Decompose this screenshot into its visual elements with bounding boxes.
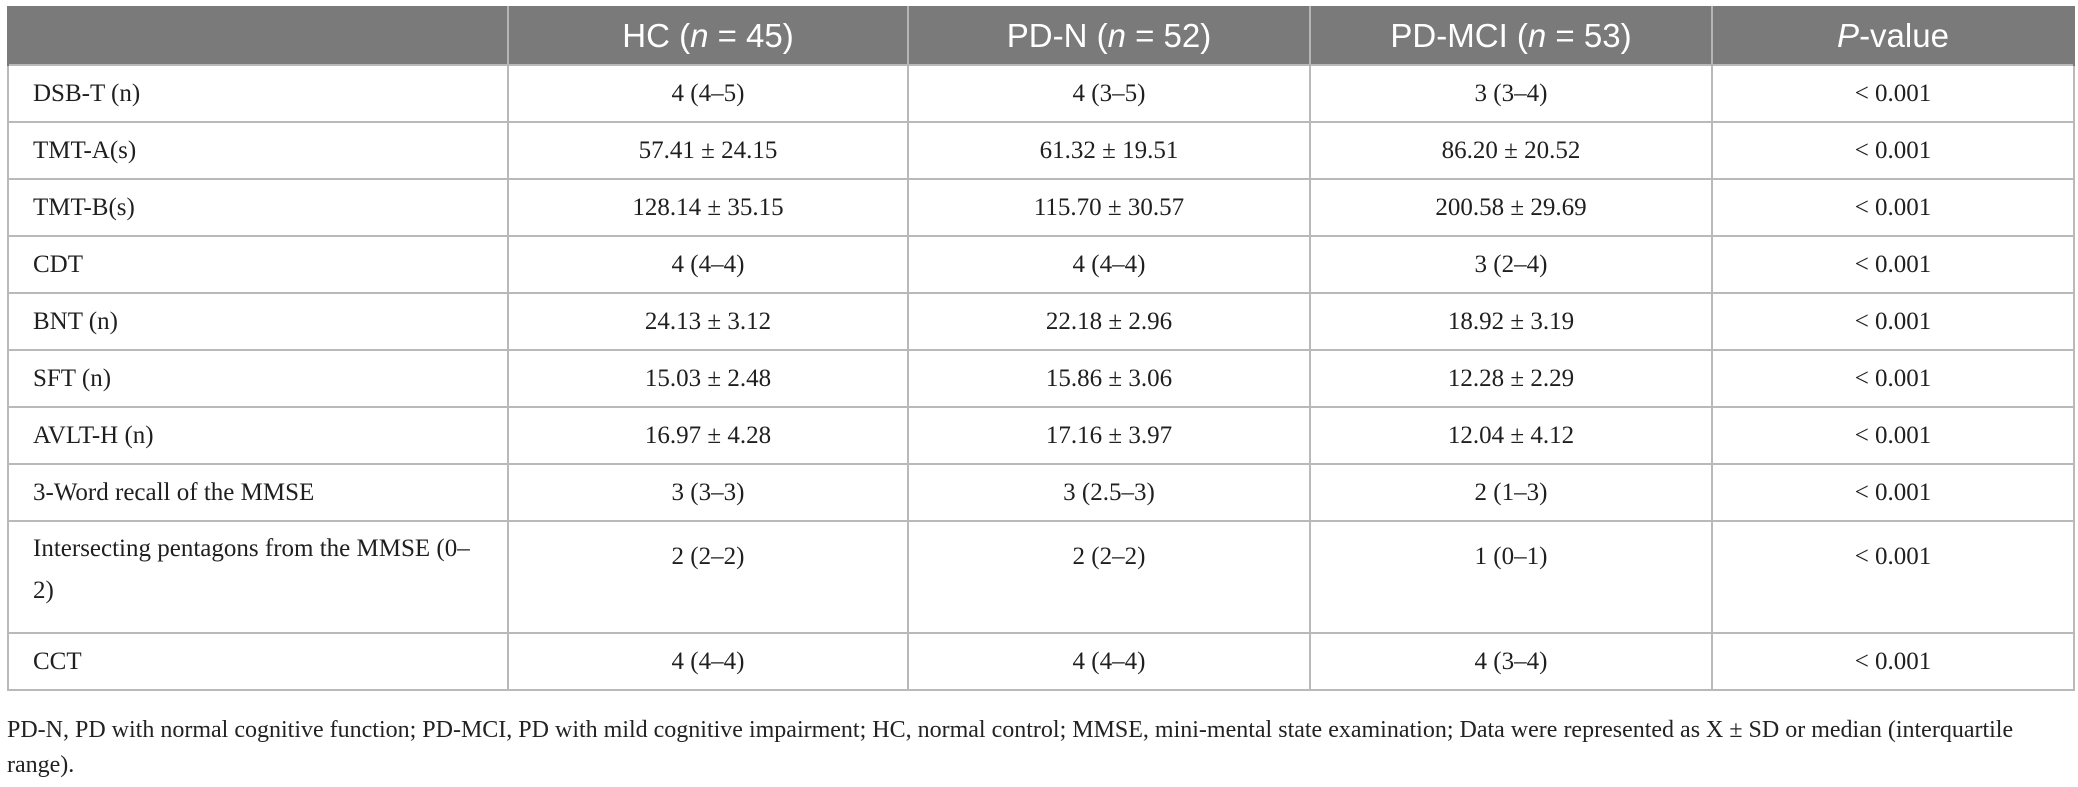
cell-pdmci: 4 (3–4) bbox=[1309, 632, 1713, 691]
table-row: CCT 4 (4–4) 4 (4–4) 4 (3–4) < 0.001 bbox=[7, 632, 2075, 691]
cell-pdn: 61.32 ± 19.51 bbox=[907, 121, 1311, 180]
cell-pvalue: < 0.001 bbox=[1711, 406, 2075, 465]
table-row: BNT (n) 24.13 ± 3.12 22.18 ± 2.96 18.92 ± 3… bbox=[7, 292, 2075, 351]
table-header: HC (n = 45) PD-N (n = 52) PD-MCI (n = 53… bbox=[7, 6, 2075, 65]
cell-pvalue: < 0.001 bbox=[1711, 121, 2075, 180]
cell-pdmci: 3 (2–4) bbox=[1309, 235, 1713, 294]
row-label: AVLT-H (n) bbox=[7, 406, 509, 465]
cell-hc: 15.03 ± 2.48 bbox=[507, 349, 909, 408]
cell-pvalue: < 0.001 bbox=[1711, 463, 2075, 522]
header-pdmci-text: PD-MCI ( bbox=[1390, 17, 1528, 54]
header-pdmci-count: = 53) bbox=[1546, 17, 1632, 54]
cell-hc: 128.14 ± 35.15 bbox=[507, 178, 909, 237]
cell-pvalue: < 0.001 bbox=[1711, 292, 2075, 351]
cell-hc: 4 (4–4) bbox=[507, 235, 909, 294]
header-cell-pdmci: PD-MCI (n = 53) bbox=[1309, 6, 1713, 65]
cell-pdn: 4 (3–5) bbox=[907, 64, 1311, 123]
row-label: TMT-B(s) bbox=[7, 178, 509, 237]
cell-hc: 2 (2–2) bbox=[507, 520, 909, 634]
header-cell-pvalue: P-value bbox=[1711, 6, 2075, 65]
table-row: CDT 4 (4–4) 4 (4–4) 3 (2–4) < 0.001 bbox=[7, 235, 2075, 294]
table-row: TMT-A(s) 57.41 ± 24.15 61.32 ± 19.51 86.20 … bbox=[7, 121, 2075, 180]
results-table-container: HC (n = 45) PD-N (n = 52) PD-MCI (n = 53… bbox=[7, 6, 2075, 691]
cell-pdn: 4 (4–4) bbox=[907, 632, 1311, 691]
header-pdn-n: n bbox=[1107, 17, 1126, 54]
cell-hc: 3 (3–3) bbox=[507, 463, 909, 522]
header-pdn-count: = 52) bbox=[1125, 17, 1212, 54]
table-row: Intersecting pentagons from the MMSE (0–… bbox=[7, 520, 2075, 634]
cell-pvalue: < 0.001 bbox=[1711, 178, 2075, 237]
cell-pdn: 17.16 ± 3.97 bbox=[907, 406, 1311, 465]
cell-hc: 16.97 ± 4.28 bbox=[507, 406, 909, 465]
table-body: DSB-T (n) 4 (4–5) 4 (3–5) 3 (3–4) < 0.001 TMT… bbox=[7, 64, 2075, 691]
table-footnote: PD-N, PD with normal cognitive function;… bbox=[7, 717, 2014, 778]
row-label: CCT bbox=[7, 632, 509, 691]
cell-pdn: 4 (4–4) bbox=[907, 235, 1311, 294]
cell-pdmci: 3 (3–4) bbox=[1309, 64, 1713, 123]
header-hc-text: HC ( bbox=[622, 17, 691, 54]
cell-pdn: 2 (2–2) bbox=[907, 520, 1311, 634]
table-row: TMT-B(s) 128.14 ± 35.15 115.70 ± 30.57 200.… bbox=[7, 178, 2075, 237]
header-cell-pdn: PD-N (n = 52) bbox=[907, 6, 1311, 65]
cell-hc: 4 (4–4) bbox=[507, 632, 909, 691]
cell-pdn: 22.18 ± 2.96 bbox=[907, 292, 1311, 351]
cell-hc: 57.41 ± 24.15 bbox=[507, 121, 909, 180]
cell-pdmci: 18.92 ± 3.19 bbox=[1309, 292, 1713, 351]
header-pvalue-text: -value bbox=[1859, 17, 1949, 54]
results-table: HC (n = 45) PD-N (n = 52) PD-MCI (n = 53… bbox=[7, 6, 2075, 691]
row-label: DSB-T (n) bbox=[7, 64, 509, 123]
cell-pvalue: < 0.001 bbox=[1711, 349, 2075, 408]
header-hc-count: = 45) bbox=[708, 17, 794, 54]
row-label: CDT bbox=[7, 235, 509, 294]
cell-pdmci: 200.58 ± 29.69 bbox=[1309, 178, 1713, 237]
table-row: AVLT-H (n) 16.97 ± 4.28 17.16 ± 3.97 12.04 … bbox=[7, 406, 2075, 465]
row-label: Intersecting pentagons from the MMSE (0–… bbox=[7, 520, 509, 634]
cell-pvalue: < 0.001 bbox=[1711, 64, 2075, 123]
cell-pdmci: 2 (1–3) bbox=[1309, 463, 1713, 522]
cell-pdmci: 1 (0–1) bbox=[1309, 520, 1713, 634]
table-row: DSB-T (n) 4 (4–5) 4 (3–5) 3 (3–4) < 0.001 bbox=[7, 64, 2075, 123]
header-pdn-text: PD-N ( bbox=[1006, 17, 1108, 54]
cell-pdn: 3 (2.5–3) bbox=[907, 463, 1311, 522]
row-label: SFT (n) bbox=[7, 349, 509, 408]
cell-pvalue: < 0.001 bbox=[1711, 235, 2075, 294]
cell-pdmci: 12.04 ± 4.12 bbox=[1309, 406, 1713, 465]
header-pdmci-n: n bbox=[1527, 17, 1547, 54]
header-hc-n: n bbox=[690, 17, 709, 54]
header-p-italic: P bbox=[1837, 17, 1860, 54]
header-cell-blank bbox=[7, 6, 509, 65]
cell-pvalue: < 0.001 bbox=[1711, 520, 2075, 634]
cell-hc: 4 (4–5) bbox=[507, 64, 909, 123]
cell-pdn: 15.86 ± 3.06 bbox=[907, 349, 1311, 408]
table-row: SFT (n) 15.03 ± 2.48 15.86 ± 3.06 12.28 ± 2… bbox=[7, 349, 2075, 408]
cell-pvalue: < 0.001 bbox=[1711, 632, 2075, 691]
cell-pdmci: 12.28 ± 2.29 bbox=[1309, 349, 1713, 408]
row-label: TMT-A(s) bbox=[7, 121, 509, 180]
cell-pdmci: 86.20 ± 20.52 bbox=[1309, 121, 1713, 180]
cell-hc: 24.13 ± 3.12 bbox=[507, 292, 909, 351]
header-cell-hc: HC (n = 45) bbox=[507, 6, 909, 65]
cell-pdn: 115.70 ± 30.57 bbox=[907, 178, 1311, 237]
table-row: 3-Word recall of the MMSE 3 (3–3) 3 (2.5–3… bbox=[7, 463, 2075, 522]
row-label: 3-Word recall of the MMSE bbox=[7, 463, 509, 522]
row-label: BNT (n) bbox=[7, 292, 509, 351]
header-row: HC (n = 45) PD-N (n = 52) PD-MCI (n = 53… bbox=[7, 6, 2075, 65]
